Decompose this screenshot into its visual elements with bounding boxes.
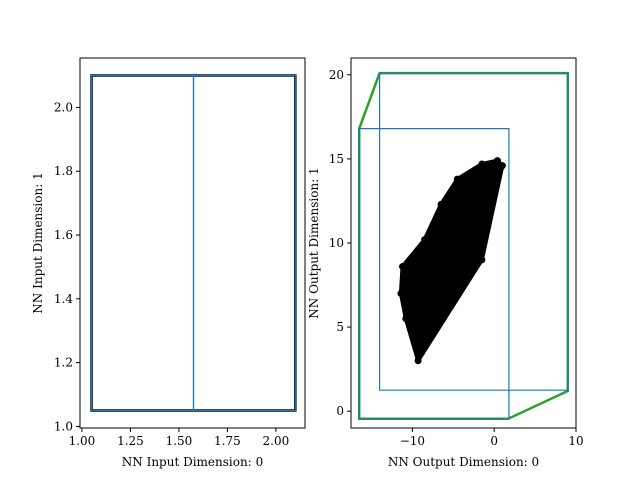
sample-point: [437, 200, 445, 208]
x-tick-label: 1.00: [69, 434, 96, 448]
x-tick-label: 2.00: [263, 434, 290, 448]
output-partition-bounds: [379, 72, 569, 391]
sample-point: [478, 160, 486, 168]
y-axis-label: NN Input Dimension: 1: [31, 172, 45, 313]
x-tick-label: −10: [400, 434, 425, 448]
sample-point: [421, 236, 429, 244]
y-tick-label: 10: [329, 236, 344, 250]
y-tick-label: 0: [336, 404, 344, 418]
output-partition-bounds: [358, 128, 510, 420]
sample-point: [478, 256, 486, 264]
y-tick-label: 15: [329, 152, 344, 166]
x-tick-label: 1.25: [117, 434, 144, 448]
sample-point: [402, 315, 410, 323]
y-tick-label: 5: [336, 320, 344, 334]
y-tick-label: 1.6: [54, 228, 73, 242]
x-tick-label: 10: [568, 434, 583, 448]
sample-point: [498, 162, 506, 170]
x-axis-label: NN Output Dimension: 0: [388, 455, 539, 469]
x-tick-label: 1.75: [214, 434, 241, 448]
axes-frame: [79, 57, 306, 429]
sample-point: [399, 263, 407, 271]
sample-point: [414, 357, 422, 365]
y-tick-label: 2.0: [54, 100, 73, 114]
input-partition: [91, 74, 195, 412]
sample-point: [493, 157, 501, 165]
sample-point: [453, 175, 461, 183]
y-tick-label: 1.2: [54, 356, 73, 370]
input-partition: [192, 74, 296, 412]
x-tick-label: 0: [490, 434, 498, 448]
y-axis-label: NN Output Dimension: 1: [307, 167, 321, 318]
output-space-panel: −10 0 10 0 5 10 15 20 NN Output Dimension: 0 NN O…: [307, 57, 584, 469]
x-tick-label: 1.50: [166, 434, 193, 448]
y-tick-label: 1.4: [54, 292, 73, 306]
y-tick-label: 20: [329, 68, 344, 82]
sample-point: [397, 289, 405, 297]
input-space-panel: 1.00 1.25 1.50 1.75 2.00 1.0 1.2 1.4 1.6 1.8 2.0 NN…: [31, 57, 306, 469]
x-axis-label: NN Input Dimension: 0: [122, 455, 263, 469]
y-tick-label: 1.0: [54, 419, 73, 433]
sampled-outputs: [398, 158, 505, 363]
y-tick-label: 1.8: [54, 164, 73, 178]
